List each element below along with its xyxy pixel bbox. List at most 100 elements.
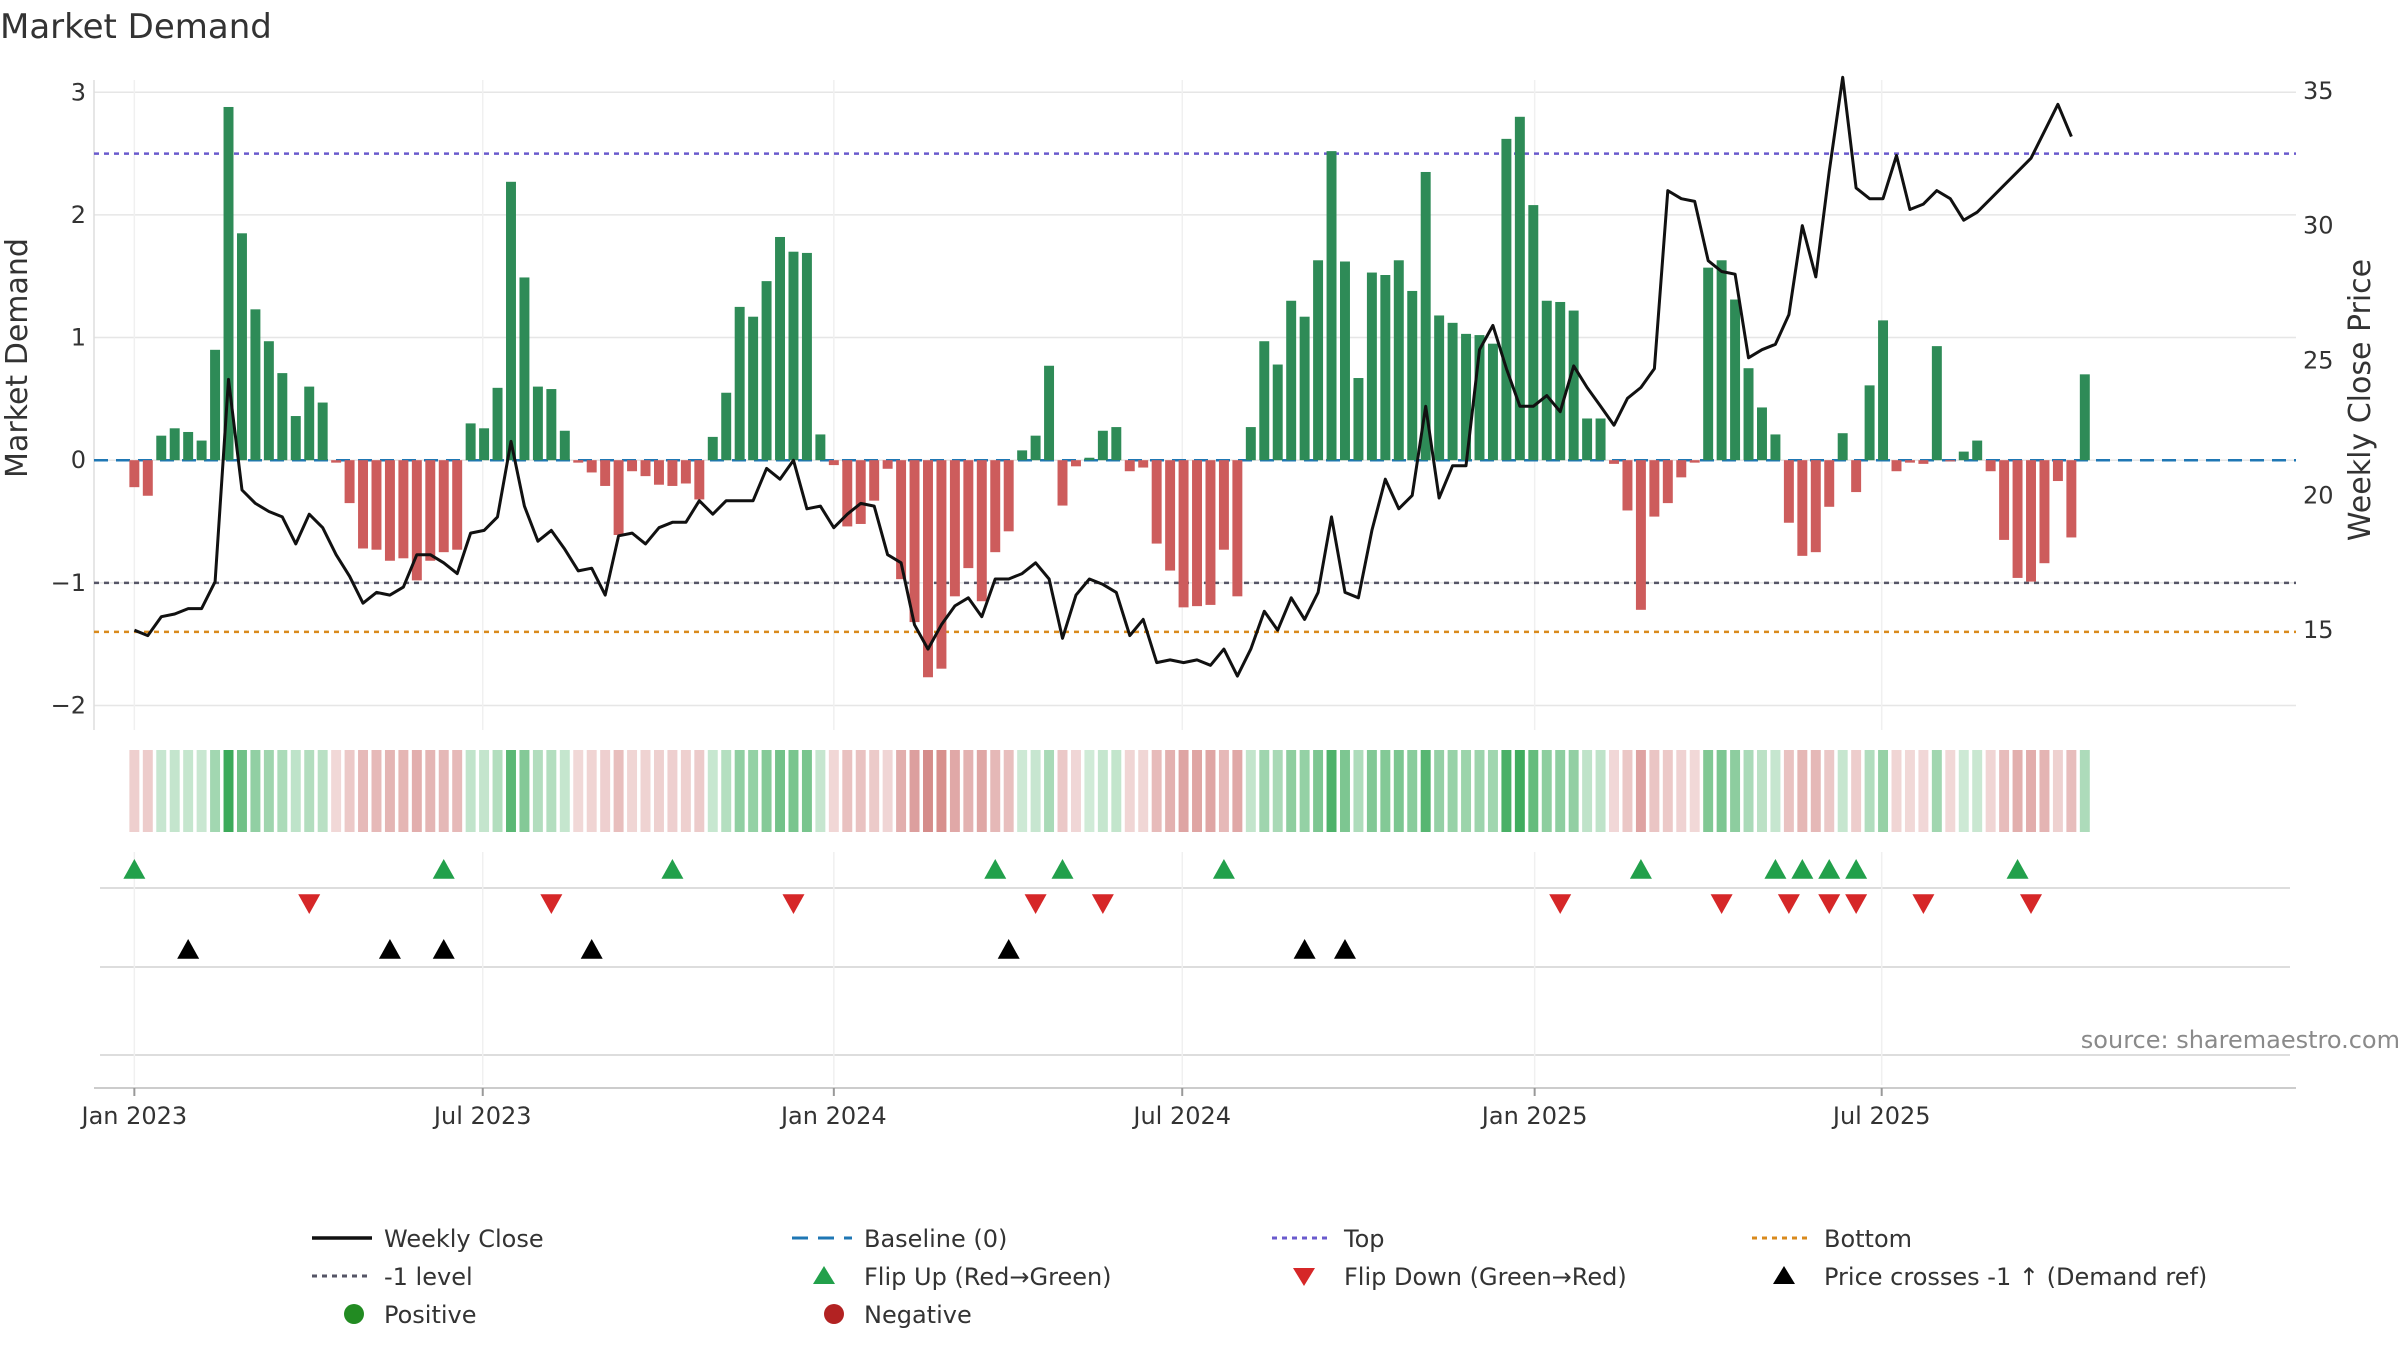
demand-bar [1891,460,1902,472]
demand-bar [546,389,557,461]
demand-bar [1165,460,1176,571]
demand-bar [129,460,140,488]
demand-bar [1353,378,1364,461]
heat-cell [1649,750,1660,832]
x-tick-label: Jul 2023 [432,1102,532,1130]
legend-label: Flip Up (Red→Green) [864,1263,1112,1291]
heat-cell [1595,750,1606,832]
demand-bar [384,460,395,561]
demand-bar [1151,460,1162,544]
demand-bar [1918,460,1929,464]
heat-cell [1366,750,1377,832]
demand-bar [707,436,718,461]
y-tick-label: −2 [51,691,86,719]
heat-cell [1918,750,1929,832]
demand-bar [815,434,826,461]
heat-cell [949,750,960,832]
legend-label: Price crosses -1 ↑ (Demand ref) [1824,1263,2207,1291]
demand-bar [1878,320,1889,461]
heat-cell [1730,750,1741,832]
demand-bar [1044,365,1055,461]
flip-up-marker [2006,859,2029,879]
demand-bar [210,349,221,461]
flip-down-marker [2020,894,2043,914]
demand-bar [963,460,974,569]
heat-cell [1689,750,1700,832]
heat-cell [317,750,328,832]
demand-bar [559,430,570,461]
heat-cell [263,750,274,832]
legend-label: Positive [384,1301,477,1329]
flip-down-marker [1091,894,1114,914]
heat-cell [1111,750,1122,832]
heat-cell [398,750,409,832]
demand-bar [1824,460,1835,507]
demand-bar [2039,460,2050,564]
heat-cell [1972,750,1983,832]
demand-bar [721,392,732,461]
heat-cell [1003,750,1014,832]
heat-cell [1259,750,1270,832]
heat-cell [532,750,543,832]
demand-bar [1084,457,1095,461]
heat-cell [815,750,826,832]
demand-bar [1528,205,1539,461]
demand-bar [1689,460,1700,463]
heat-cell [290,750,301,832]
demand-bar [1595,418,1606,461]
demand-bar [196,440,207,461]
demand-bar [734,306,745,461]
y2-axis-title: Weekly Close Price [2343,259,2378,541]
demand-bar [492,387,503,461]
heat-cell [1380,750,1391,832]
price-line-group [133,75,2073,678]
flip-up-marker [661,859,684,879]
x-tick-label: Jan 2024 [779,1102,887,1130]
demand-bar [1313,260,1324,461]
heat-cell [573,750,584,832]
flip-down-marker [1845,894,1868,914]
demand-bar [1864,385,1875,461]
demand-bar [1487,343,1498,461]
heat-cell [1958,750,1969,832]
heat-cell [640,750,651,832]
demand-bar [1178,460,1189,608]
price-cross-marker [432,939,455,959]
demand-bar [156,435,167,461]
heat-cell [277,750,288,832]
demand-bar [2026,460,2036,582]
demand-bar [1272,364,1283,461]
demand-bar [1366,272,1377,461]
y-tick-label: −1 [51,569,86,597]
legend-item-baseline: Baseline (0) [792,1225,1007,1253]
heat-cell [465,750,476,832]
heat-cell [183,750,194,832]
demand-bar [1676,460,1687,478]
demand-bar [1757,407,1767,461]
demand-bar [1582,418,1593,461]
demand-bar [1474,335,1485,461]
demand-bar [169,428,180,461]
price-cross-marker [378,939,401,959]
legend-symbol [344,1304,364,1324]
demand-bar [358,460,369,549]
legend-item-weekly_close: Weekly Close [312,1225,544,1253]
demand-bar [371,460,382,550]
flip-up-marker [1818,859,1841,879]
flip-up-marker [1791,859,1814,879]
demand-bar [801,252,812,461]
demand-bar [923,460,933,678]
heat-cell [425,750,436,832]
flip-down-marker [1912,894,1935,914]
demand-bar [1541,300,1552,461]
demand-bar [1797,460,1808,556]
x-tick-label: Jan 2023 [80,1102,188,1130]
demand-bar [1097,430,1108,461]
demand-bar [479,428,490,461]
y-axis-left: 3 2 1 0 −1 −2 [51,78,86,719]
heat-cell [2079,750,2090,832]
demand-bar [775,236,786,461]
demand-bar [398,460,409,559]
heat-cell [1703,750,1714,832]
heat-cell [2052,750,2063,832]
